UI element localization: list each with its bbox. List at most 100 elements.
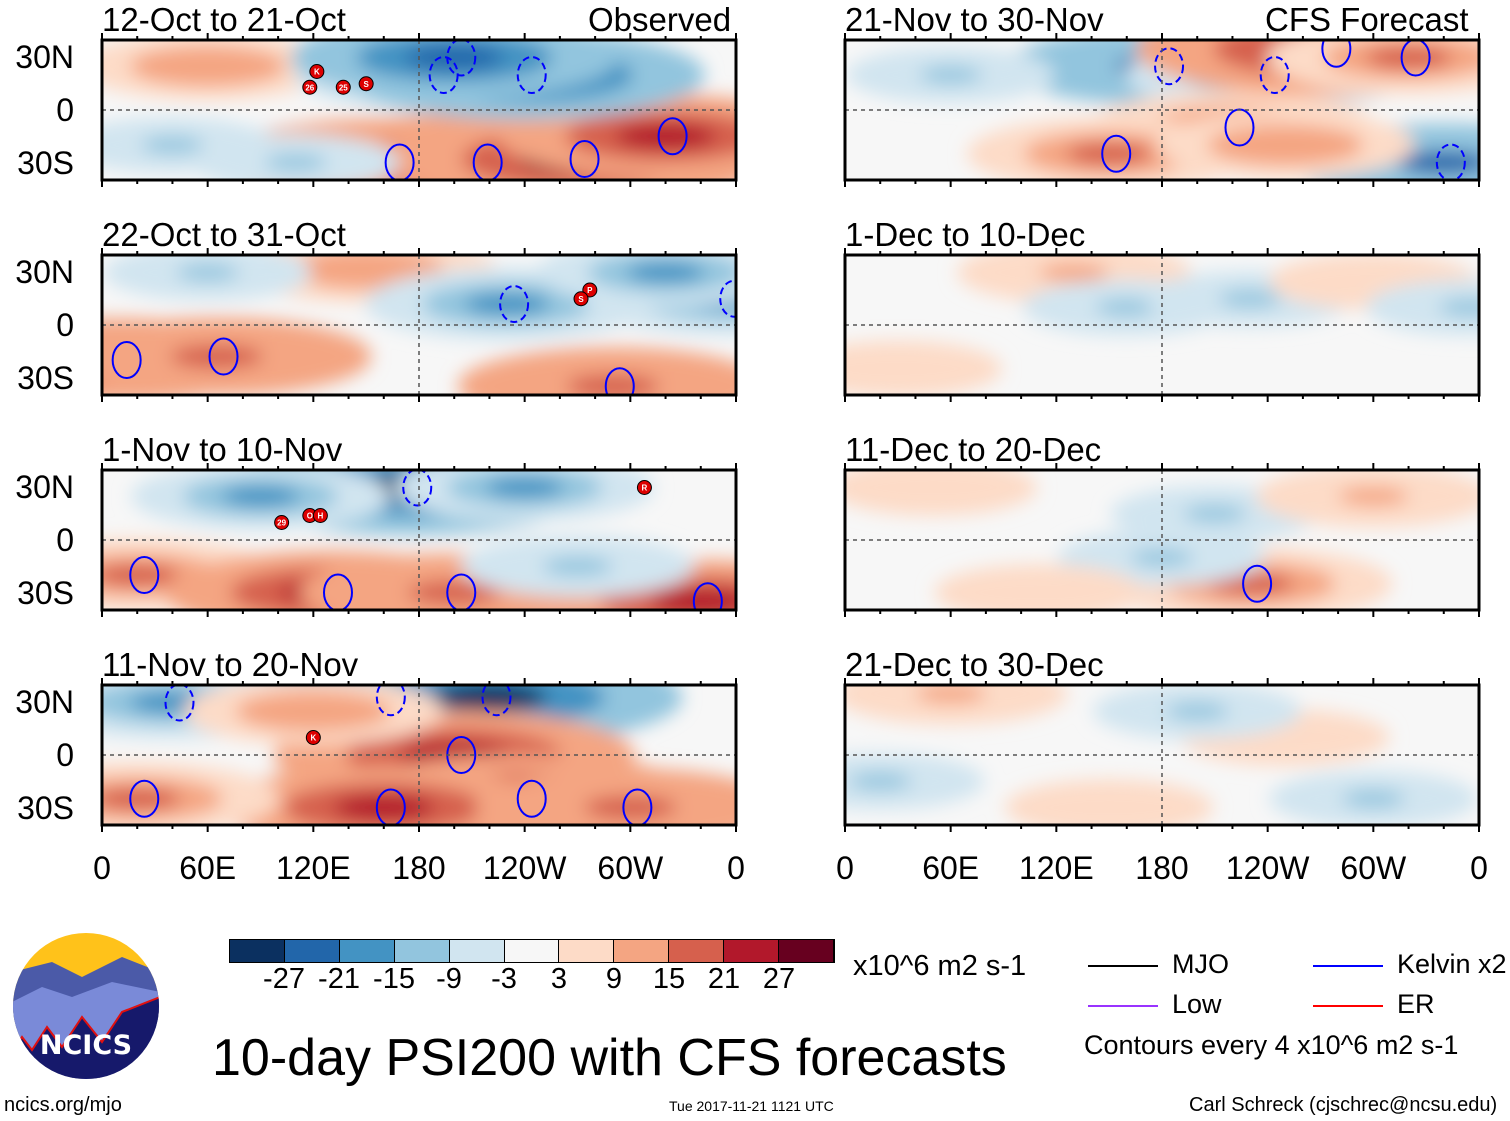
kelvin-contour [516, 779, 547, 818]
anomaly-blob [1338, 486, 1409, 506]
anomaly-blob [542, 556, 613, 576]
anomaly-blob [168, 56, 247, 77]
legend-label: Low [1172, 989, 1222, 1019]
map-panel [843, 463, 1481, 617]
storm-label: K [314, 68, 320, 77]
kelvin-contour [622, 788, 653, 825]
storm-marker[interactable]: K [309, 64, 325, 79]
storm-marker[interactable]: K [305, 730, 321, 745]
storm-marker[interactable]: 26 [302, 79, 318, 95]
kelvin-contour [322, 573, 353, 610]
colorbar-swatch [779, 940, 834, 962]
storm-marker[interactable]: H [312, 508, 328, 523]
timestamp: Tue 2017-11-21 1121 UTC [669, 1098, 834, 1114]
lat-label: 30S [17, 790, 74, 826]
storm-label: R [642, 484, 648, 493]
colorbar-label: 21 [707, 963, 741, 995]
anomaly-blob [1342, 790, 1405, 808]
storm-marker[interactable]: 25 [335, 79, 351, 95]
lon-label: 120E [275, 850, 351, 886]
colorbar-swatch [559, 940, 615, 962]
anomaly-blob [274, 701, 353, 722]
panel-title: 11-Nov to 20-Nov [102, 646, 359, 683]
kelvin-contour [208, 337, 239, 376]
anomaly-blob [485, 477, 564, 498]
kelvin-contour [516, 56, 547, 94]
kelvin-contour [1435, 143, 1466, 180]
kelvin-contour [164, 685, 195, 722]
contour-note: Contours every 4 x10^6 m2 s-1 [1084, 1030, 1459, 1060]
anomaly-blob [1365, 46, 1452, 69]
legend-label: MJO [1172, 949, 1229, 979]
storm-label: S [578, 295, 584, 304]
panel-title: 22-Oct to 31-Oct [102, 216, 346, 253]
anomaly-blob [1218, 290, 1282, 308]
map-panel [843, 33, 1481, 187]
kelvin-contour [499, 285, 530, 323]
kelvin-contour [446, 573, 477, 610]
storm-marker[interactable]: S [358, 76, 374, 92]
lat-label: 0 [56, 737, 74, 773]
anomaly-blob [327, 258, 406, 280]
kelvin-contour [569, 140, 600, 178]
anomaly-blob [1246, 134, 1325, 156]
website-link[interactable]: ncics.org/mjo [4, 1094, 122, 1116]
colorbar-label: 3 [550, 963, 568, 995]
map-panel: K 26 25 S [100, 33, 738, 187]
kelvin-contour [719, 279, 736, 318]
colorbar-label: -15 [373, 963, 415, 995]
units-label: x10^6 m2 s-1 [853, 950, 1027, 982]
lon-label: 60W [597, 850, 664, 886]
lon-label: 60E [922, 850, 980, 886]
colorbar-label: 9 [605, 963, 623, 995]
anomaly-blob [1095, 299, 1159, 316]
anomaly-blob [141, 136, 204, 154]
legend-line [1088, 965, 1158, 967]
lon-label: 120W [1225, 850, 1310, 886]
anomaly-blob [176, 264, 239, 281]
anomaly-blob [1130, 549, 1194, 566]
colorbar-swatch [669, 940, 725, 962]
anomaly-blob [626, 262, 705, 283]
storm-label: 29 [277, 519, 286, 528]
colorbar-label: 27 [762, 963, 796, 995]
lon-label: 60E [179, 850, 237, 886]
storm-label: 25 [339, 83, 348, 92]
storm-label: O [307, 512, 313, 521]
kelvin-contour [375, 685, 406, 717]
anomaly-blob [1438, 299, 1479, 316]
colorbar-swatch [230, 940, 285, 962]
map-panel [843, 678, 1481, 832]
forecast-label: CFS Forecast [1265, 1, 1469, 38]
storm-label: P [587, 286, 593, 295]
panel-title: 1-Nov to 10-Nov [102, 431, 343, 468]
panel-title: 11-Dec to 20-Dec [845, 431, 1102, 468]
storm-marker[interactable]: R [636, 480, 652, 495]
kelvin-contour [472, 143, 503, 180]
legend-label: Kelvin x2 [1397, 949, 1507, 979]
storm-marker[interactable]: 29 [274, 515, 290, 530]
kelvin-contour [446, 40, 477, 77]
kelvin-contour [129, 779, 160, 818]
anomaly-blob [102, 787, 180, 810]
kelvin-contour [375, 788, 406, 825]
storm-marker[interactable]: S [573, 291, 589, 307]
anomaly-blob [333, 794, 435, 821]
anomaly-blob [866, 360, 930, 378]
anomaly-blob [431, 685, 548, 712]
anomaly-blob [1397, 150, 1479, 175]
lon-label: 0 [836, 850, 854, 886]
kelvin-contour [657, 117, 688, 156]
kelvin-contour [129, 556, 160, 594]
lat-label: 0 [56, 522, 74, 558]
anomaly-blob [583, 795, 677, 820]
anomaly-blob [615, 123, 716, 149]
lat-label: 0 [56, 307, 74, 343]
storm-label: K [310, 734, 316, 743]
anomaly-blob [1077, 799, 1141, 816]
kelvin-contour [1321, 40, 1352, 68]
lon-label: 60W [1340, 850, 1407, 886]
anomaly-blob [264, 154, 327, 171]
kelvin-contour [1154, 47, 1185, 86]
anomaly-blob [169, 344, 263, 369]
